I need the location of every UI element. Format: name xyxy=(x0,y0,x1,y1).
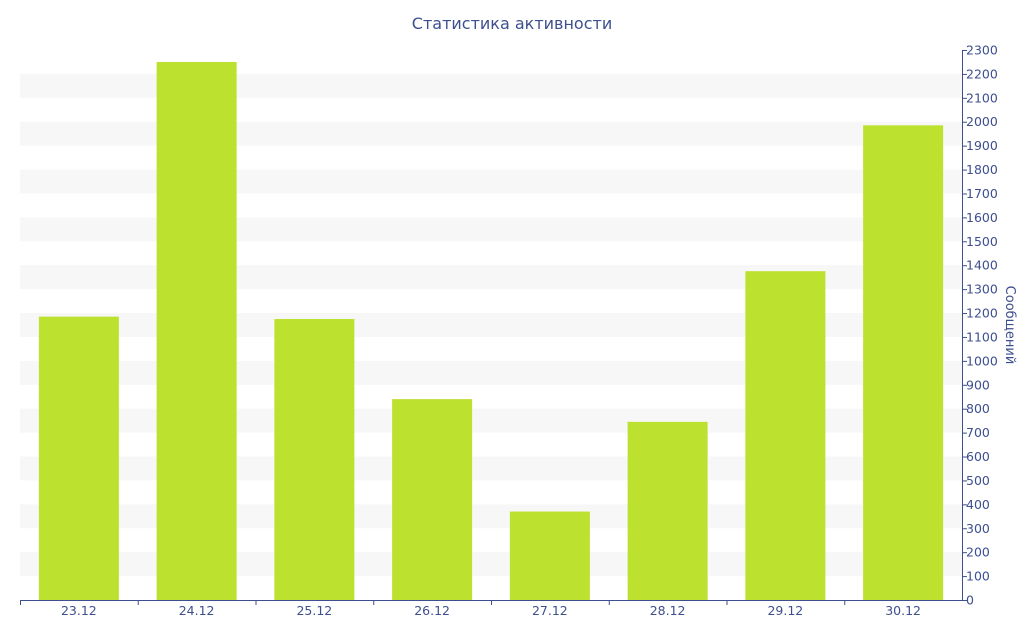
bar-24.12[interactable] xyxy=(156,61,237,600)
y-tick-label: 1000 xyxy=(966,353,998,368)
bar-23.12[interactable] xyxy=(38,316,119,600)
bar-28.12[interactable] xyxy=(627,421,708,600)
x-tick-labels: 23.12 24.12 25.12 26.12 27.12 28.12 29.12 30.12 xyxy=(20,600,921,618)
x-tick-label: 23.12 xyxy=(61,603,97,618)
y-tick-label: 1700 xyxy=(966,186,998,201)
x-tick-label: 25.12 xyxy=(296,603,332,618)
y-tick-label: 200 xyxy=(966,545,990,560)
y-tick-label: 1800 xyxy=(966,162,998,177)
grid-band xyxy=(20,73,962,98)
y-tick-label: 2300 xyxy=(966,43,998,58)
x-tick-label: 26.12 xyxy=(414,603,450,618)
y-tick-label: 1600 xyxy=(966,210,998,225)
y-tick-labels: 0 100 200 300 400 500 600 700 800 900 1000 1100 1200… xyxy=(962,43,998,608)
x-tick-label: 24.12 xyxy=(179,603,215,618)
bar-29.12[interactable] xyxy=(745,271,826,600)
y-tick-label: 1300 xyxy=(966,282,998,297)
y-tick-label: 1200 xyxy=(966,306,998,321)
y-tick-label: 400 xyxy=(966,497,990,512)
y-tick-label: 1500 xyxy=(966,234,998,249)
y-tick-label: 300 xyxy=(966,521,990,536)
chart-title: Статистика активности xyxy=(411,14,613,33)
y-tick-label: 1900 xyxy=(966,138,998,153)
bar-27.12[interactable] xyxy=(509,511,590,600)
grid-bands xyxy=(20,73,962,577)
x-tick-label: 29.12 xyxy=(767,603,803,618)
y-tick-label: 1400 xyxy=(966,258,998,273)
bar-30.12[interactable] xyxy=(863,125,944,601)
y-tick-label: 800 xyxy=(966,401,990,416)
y-tick-label: 600 xyxy=(966,449,990,464)
y-tick-label: 2100 xyxy=(966,90,998,105)
bars xyxy=(38,61,944,601)
grid-band xyxy=(20,265,962,290)
y-tick-label: 2000 xyxy=(966,114,998,129)
grid-band xyxy=(20,121,962,146)
grid-band xyxy=(20,313,962,337)
y-tick-label: 100 xyxy=(966,569,990,584)
y-tick-label: 700 xyxy=(966,425,990,440)
y-tick-label: 2200 xyxy=(966,66,998,81)
x-tick-label: 27.12 xyxy=(532,603,568,618)
grid-band xyxy=(20,217,962,242)
grid-band xyxy=(20,408,962,433)
y-tick-label: 0 xyxy=(966,593,974,608)
x-tick-label: 28.12 xyxy=(650,603,686,618)
y-tick-label: 500 xyxy=(966,473,990,488)
bar-26.12[interactable] xyxy=(392,399,473,600)
grid-band xyxy=(20,456,962,481)
grid-band xyxy=(20,552,962,577)
y-axis-title: Сообщений xyxy=(1002,286,1017,365)
grid-band xyxy=(20,169,962,194)
bar-25.12[interactable] xyxy=(274,319,355,600)
y-tick-label: 1100 xyxy=(966,329,998,344)
x-tick-label: 30.12 xyxy=(885,603,921,618)
y-tick-label: 900 xyxy=(966,377,990,392)
grid-band xyxy=(20,504,962,529)
grid-band xyxy=(20,360,962,385)
